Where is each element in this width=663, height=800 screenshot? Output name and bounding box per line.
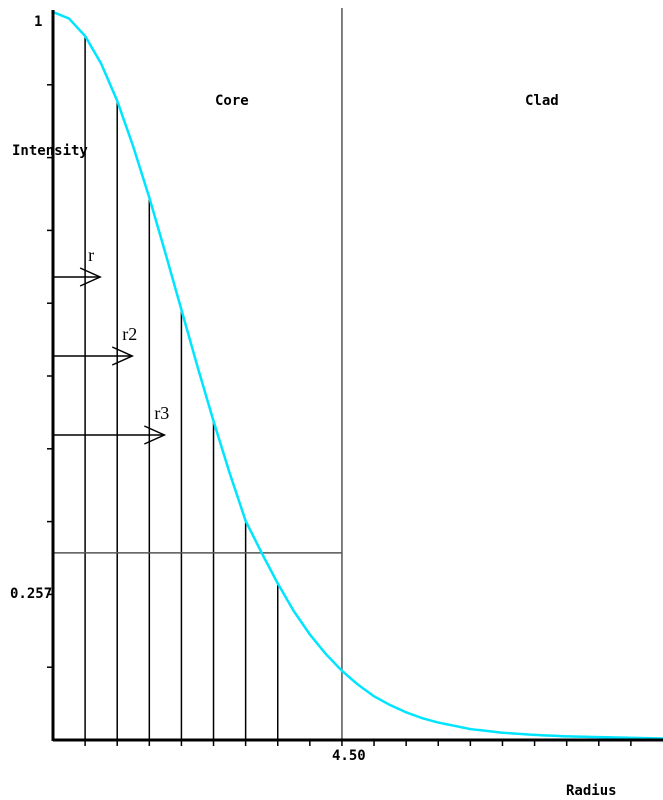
sample-lines <box>84 36 279 740</box>
arrow-head <box>79 267 102 287</box>
x-axis-title: Radius <box>566 783 617 799</box>
region-label-core: Core <box>215 93 249 109</box>
axis-ticks <box>47 84 632 746</box>
marked-level-label: 0.257 <box>10 586 52 602</box>
axes <box>51 10 663 742</box>
boundary-label: 4.50 <box>332 748 366 764</box>
intensity-curve <box>52 10 663 740</box>
region-label-clad: Clad <box>525 93 559 109</box>
curve-group <box>52 10 663 740</box>
reference-lines <box>53 8 343 740</box>
arrow-head <box>111 346 135 366</box>
y-axis-top-label: 1 <box>34 14 42 30</box>
radius-arrows: r r2 r3 <box>53 245 169 445</box>
arrow-label-r2: r2 <box>122 324 137 344</box>
arrow-head <box>144 425 167 445</box>
arrow-label-r: r <box>88 245 94 265</box>
y-axis-title: Intensity <box>12 143 88 159</box>
arrow-label-r3: r3 <box>154 403 169 423</box>
